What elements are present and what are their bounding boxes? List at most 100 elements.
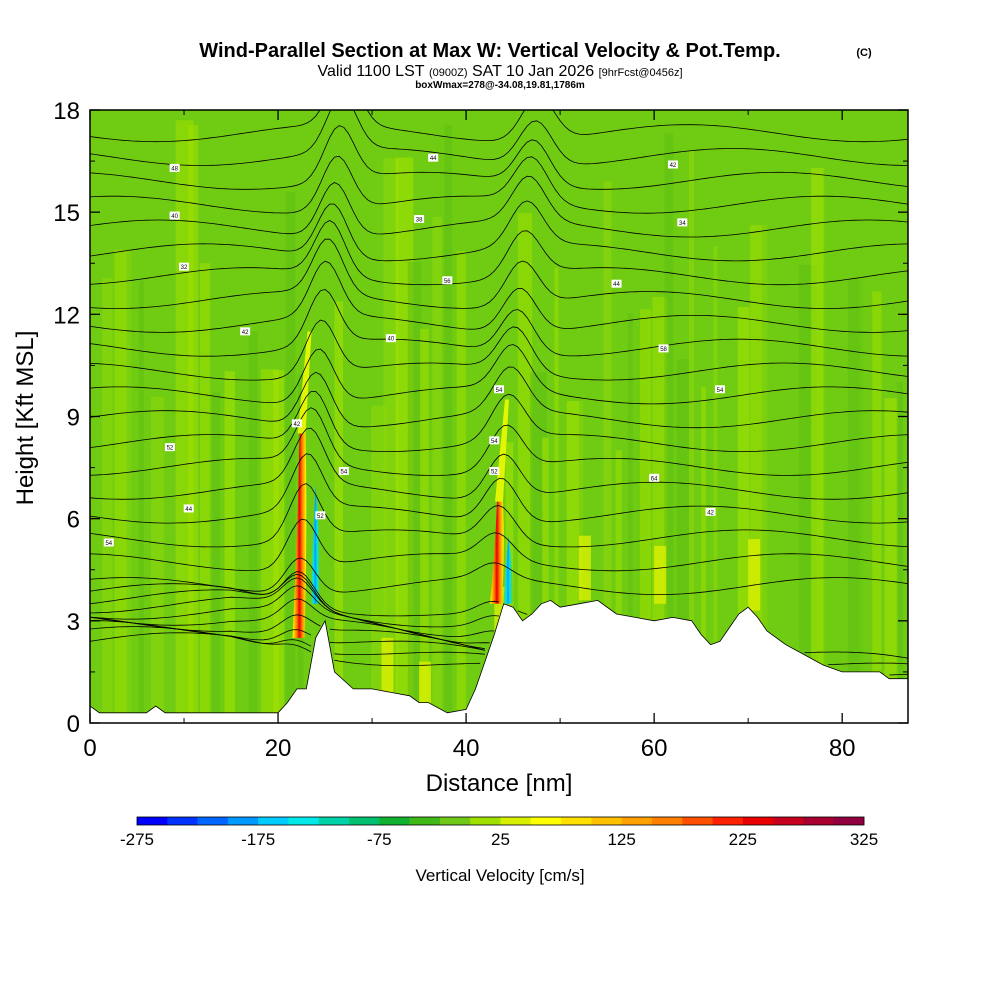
field-stripe <box>493 180 500 723</box>
theta-contour-labels: 48 44 42 40 38 34 32 56 44 42 40 58 54 54 42 54 52 54 52 64… <box>103 153 725 547</box>
theta-contour <box>90 260 908 333</box>
theta-label-box <box>414 214 425 223</box>
theta-label-box <box>385 334 396 343</box>
theta-contour <box>90 483 908 548</box>
updraft-tilt <box>297 331 312 434</box>
theta-contour <box>90 155 908 214</box>
field-stripe <box>884 398 899 723</box>
theta-label: 52 <box>491 469 498 475</box>
theta-contour <box>90 571 908 659</box>
y-axis-label: Height [Kft MSL] <box>12 331 39 506</box>
field-stripe <box>517 212 533 723</box>
theta-label-box <box>169 163 180 172</box>
theta-contour <box>90 453 908 524</box>
field-stripe <box>212 392 221 723</box>
field-stripe <box>701 387 706 723</box>
theta-contour <box>90 626 485 655</box>
colorbar-frame <box>136 816 865 826</box>
field-patch <box>419 661 432 706</box>
colorbar-swatch <box>500 817 532 825</box>
field-stripe <box>90 411 103 723</box>
colorbar-tick-labels: -275 -175 -75 25 125 225 325 <box>120 830 878 849</box>
theta-label: 52 <box>317 514 324 520</box>
field-stripe <box>322 230 337 723</box>
colorbar-swatch <box>137 817 168 825</box>
subtitle-date: SAT 10 Jan 2026 <box>472 63 594 80</box>
field-stripe <box>224 371 235 723</box>
field-patch <box>654 545 667 604</box>
theta-label-box <box>658 344 669 353</box>
theta-contour <box>90 577 908 676</box>
field-stripe <box>615 450 622 723</box>
colorbar-swatch <box>833 817 865 825</box>
theta-contour <box>90 557 908 595</box>
x-tick-labels: 0 20 40 60 80 <box>83 735 855 762</box>
theta-label-box <box>494 385 504 394</box>
theta-label: 44 <box>430 156 437 162</box>
field-stripe <box>138 280 144 723</box>
theta-label: 52 <box>167 446 174 452</box>
field-patch <box>578 535 591 601</box>
field-stripe <box>835 317 850 723</box>
theta-label: 54 <box>341 469 348 475</box>
theta-label-box <box>183 504 194 513</box>
theta-label-box <box>179 262 190 271</box>
field-stripe <box>444 124 453 723</box>
theta-label: 42 <box>294 422 301 428</box>
theta-label: 56 <box>444 279 451 285</box>
field-stripe <box>334 301 344 723</box>
downdraft-core <box>503 535 513 604</box>
field-stripe <box>383 158 399 723</box>
updraft-core <box>490 501 504 604</box>
field-stripe <box>468 113 475 723</box>
field-stripe <box>346 165 358 723</box>
x-tick-label: 80 <box>829 735 856 762</box>
theta-label: 54 <box>717 388 724 394</box>
field-stripe <box>725 266 736 723</box>
colorbar-swatch <box>227 817 259 825</box>
theta-contour <box>90 220 908 286</box>
theta-contour <box>90 110 908 143</box>
theta-label-box <box>169 211 180 220</box>
field-stripe <box>248 331 258 723</box>
theta-label: 44 <box>185 507 192 513</box>
field-stripe <box>187 125 199 723</box>
chart-title: Wind-Parallel Section at Max W: Vertical… <box>199 40 780 62</box>
theta-label: 42 <box>707 510 714 516</box>
theta-contour <box>90 175 908 238</box>
y-tick-labels: 0 3 6 9 12 15 18 <box>53 98 80 738</box>
y-tick-label: 0 <box>67 711 80 738</box>
field-stripe <box>823 119 829 723</box>
chart-subtitle: Valid 1100 LST (0900Z) SAT 10 Jan 2026 [… <box>317 63 682 80</box>
field-patch <box>748 539 761 611</box>
colorbar-swatch <box>439 817 471 825</box>
theta-contour <box>90 390 908 452</box>
colorbar-swatch <box>682 817 713 825</box>
theta-label: 42 <box>670 163 677 169</box>
subtitle-fcst: [9hrFcst@0456z] <box>599 67 683 79</box>
colorbar-tick-label: 325 <box>850 830 878 849</box>
theta-label: 34 <box>679 221 686 227</box>
field-stripe <box>151 396 165 723</box>
colorbar-swatch <box>773 817 804 825</box>
theta-contour <box>90 344 908 405</box>
theta-label-box <box>611 279 622 288</box>
theta-label-box <box>705 507 716 516</box>
colorbar-swatch <box>561 817 592 825</box>
field-stripe <box>554 267 559 723</box>
theta-label-box <box>428 153 439 162</box>
plot-field: 48 44 42 40 38 34 32 56 44 42 40 58 54 54 42 54 52 54 52 64… <box>90 110 908 723</box>
field-stripe <box>786 211 798 723</box>
colorbar-tick-label: -75 <box>367 830 392 849</box>
theta-contours <box>90 110 908 676</box>
x-axis-label: Distance [nm] <box>426 770 573 797</box>
theta-label-box <box>489 466 500 475</box>
field-stripe <box>542 437 549 723</box>
theta-contour <box>90 238 908 309</box>
field-stripe <box>627 313 633 723</box>
y-tick-label: 6 <box>67 507 80 534</box>
colorbar-tick-label: 125 <box>607 830 635 849</box>
colorbar-swatch <box>197 817 229 825</box>
field-stripe <box>591 329 596 723</box>
field-stripe <box>126 184 135 723</box>
